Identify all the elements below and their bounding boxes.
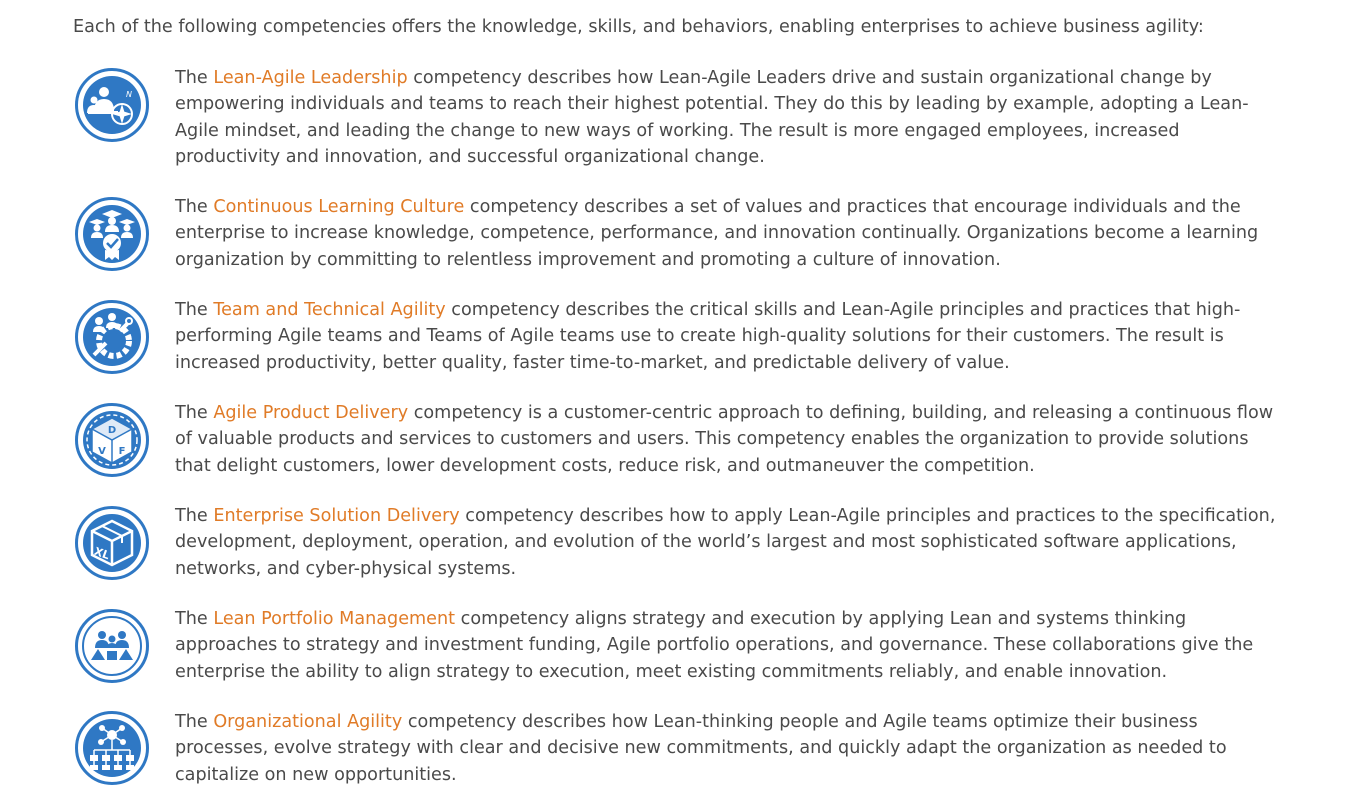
prefix-text: The: [175, 506, 214, 526]
competency-description: The Lean Portfolio Management competency…: [175, 606, 1285, 685]
cube-letter-v: V: [98, 446, 106, 457]
competency-description: The Team and Technical Agility competenc…: [175, 297, 1285, 376]
xl-box-icon: XL: [74, 505, 150, 581]
competency-description: The Continuous Learning Culture competen…: [175, 194, 1285, 273]
lean-agile-leadership-link[interactable]: Lean-Agile Leadership: [213, 68, 408, 88]
cube-letter-f: F: [119, 446, 126, 457]
dvf-cube-icon: D V F: [74, 402, 150, 478]
prefix-text: The: [175, 68, 214, 88]
continuous-learning-culture-link[interactable]: Continuous Learning Culture: [213, 197, 465, 217]
cube-letter-d: D: [108, 425, 116, 436]
prefix-text: The: [175, 712, 214, 732]
description-text: competency describes how Lean-thinking p…: [175, 712, 1227, 785]
prefix-text: The: [175, 300, 214, 320]
competency-description: The Lean-Agile Leadership competency des…: [175, 65, 1285, 170]
org-network-icon: [74, 710, 150, 786]
box-letters-xl: XL: [92, 545, 111, 563]
description-text: competency describes the critical skills…: [175, 300, 1241, 373]
description-text: competency aligns strategy and execution…: [175, 609, 1254, 682]
team-and-technical-agility-link[interactable]: Team and Technical Agility: [213, 300, 446, 320]
graduates-badge-icon: [74, 196, 150, 272]
team-gear-tools-icon: [74, 299, 150, 375]
description-text: competency describes how to apply Lean-A…: [175, 506, 1276, 579]
lean-portfolio-management-link[interactable]: Lean Portfolio Management: [213, 609, 456, 629]
description-text: competency describes a set of values and…: [175, 197, 1259, 270]
competency-description: The Agile Product Delivery competency is…: [175, 400, 1285, 479]
agile-product-delivery-link[interactable]: Agile Product Delivery: [213, 403, 409, 423]
description-text: competency describes how Lean-Agile Lead…: [175, 68, 1249, 167]
portfolio-people-icon: [74, 608, 150, 684]
competency-description: The Organizational Agility competency de…: [175, 709, 1285, 788]
prefix-text: The: [175, 609, 214, 629]
enterprise-solution-delivery-link[interactable]: Enterprise Solution Delivery: [213, 506, 460, 526]
competency-description: The Enterprise Solution Delivery compete…: [175, 503, 1285, 582]
prefix-text: The: [175, 197, 214, 217]
organizational-agility-link[interactable]: Organizational Agility: [213, 712, 403, 732]
leadership-compass-icon: N: [74, 67, 150, 143]
prefix-text: The: [175, 403, 214, 423]
description-text: competency is a customer-centric approac…: [175, 403, 1274, 476]
intro-text: Each of the following competencies offer…: [73, 17, 1204, 37]
svg-text:N: N: [126, 90, 132, 99]
